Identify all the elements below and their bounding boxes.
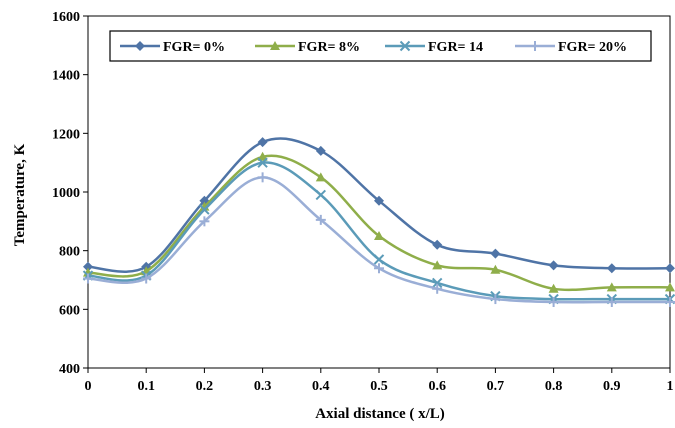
data-point <box>373 254 385 265</box>
data-point <box>315 172 326 182</box>
data-point <box>665 297 675 307</box>
data-point <box>83 273 93 284</box>
data-point <box>490 264 501 274</box>
legend-entry: FGR= 8% <box>255 40 360 55</box>
legend-label: FGR= 8% <box>298 40 360 55</box>
x-tick-label: 0.9 <box>603 379 621 394</box>
y-ticks: 400 600 800 1000 1200 1400 1600 <box>52 10 88 377</box>
data-point <box>606 263 617 274</box>
y-tick-label: 1600 <box>52 10 80 25</box>
y-axis-label-group: Temperature, K <box>12 143 28 246</box>
y-tick-label: 800 <box>59 245 80 260</box>
x-tick-label: 0.1 <box>137 379 155 394</box>
data-point <box>665 263 675 274</box>
series-line <box>87 176 670 304</box>
x-tick-label: 0.2 <box>196 379 214 394</box>
series-0 <box>83 137 675 274</box>
x-tick-label: 0.7 <box>487 379 505 394</box>
data-point <box>548 260 559 271</box>
legend-label: FGR= 0% <box>163 40 225 55</box>
data-point <box>257 151 268 161</box>
data-point <box>315 214 326 225</box>
x-tick-label: 0.6 <box>428 379 446 394</box>
legend-swatch-marker <box>270 41 280 50</box>
series-3 <box>83 172 675 307</box>
legend: FGR= 0% FGR= 8% FGR= 14 FGR= 20% <box>109 30 652 62</box>
x-tick-label: 0 <box>85 379 92 394</box>
x-axis-label: Axial distance ( x/L) <box>315 406 445 422</box>
legend-swatch-marker <box>135 41 145 51</box>
data-point <box>432 260 443 270</box>
legend-swatch-marker <box>399 40 411 52</box>
x-tick-label: 0.3 <box>254 379 272 394</box>
series-line <box>87 137 671 273</box>
data-point <box>257 157 268 168</box>
data-point <box>374 263 384 274</box>
data-point <box>490 248 501 259</box>
legend-box <box>109 30 652 62</box>
data-point <box>257 137 268 148</box>
data-point <box>606 297 617 307</box>
data-point <box>665 282 675 292</box>
data-point <box>548 297 559 307</box>
data-point <box>374 195 384 206</box>
data-point <box>432 283 443 294</box>
x-tick-label: 0.8 <box>545 379 563 394</box>
data-point <box>548 283 559 293</box>
x-ticks: 0 0.1 0.2 0.3 0.4 0.5 0.6 0.7 0.8 0.9 1 <box>85 368 674 394</box>
data-point <box>257 172 268 183</box>
data-point <box>83 261 93 272</box>
x-tick-label: 0.5 <box>370 379 388 394</box>
legend-entry: FGR= 0% <box>120 40 225 55</box>
y-tick-label: 1200 <box>52 127 80 142</box>
legend-label: FGR= 20% <box>558 40 627 55</box>
y-tick-label: 1000 <box>52 186 80 201</box>
legend-swatch-marker <box>530 41 540 51</box>
data-point <box>490 294 501 305</box>
legend-entry: FGR= 14 <box>385 40 483 55</box>
data-point <box>315 145 326 156</box>
y-axis-label: Temperature, K <box>12 143 28 246</box>
legend-label: FGR= 14 <box>428 40 483 55</box>
data-point <box>431 277 443 289</box>
data-point <box>141 273 152 284</box>
series-2 <box>82 157 675 305</box>
y-tick-label: 400 <box>59 362 80 377</box>
series-line <box>87 154 671 292</box>
data-point <box>199 204 210 215</box>
data-point <box>374 231 384 240</box>
data-point <box>606 282 617 292</box>
x-tick-label: 1 <box>667 379 674 394</box>
legend-entry: FGR= 20% <box>515 40 627 55</box>
data-point <box>432 239 443 250</box>
data-point <box>199 216 210 227</box>
data-point <box>315 189 327 201</box>
series-group <box>82 137 675 307</box>
series-line <box>87 161 670 301</box>
x-tick-label: 0.4 <box>312 379 330 394</box>
y-tick-label: 1400 <box>52 69 80 84</box>
y-tick-label: 600 <box>59 303 80 318</box>
plot-area-border <box>87 15 671 369</box>
